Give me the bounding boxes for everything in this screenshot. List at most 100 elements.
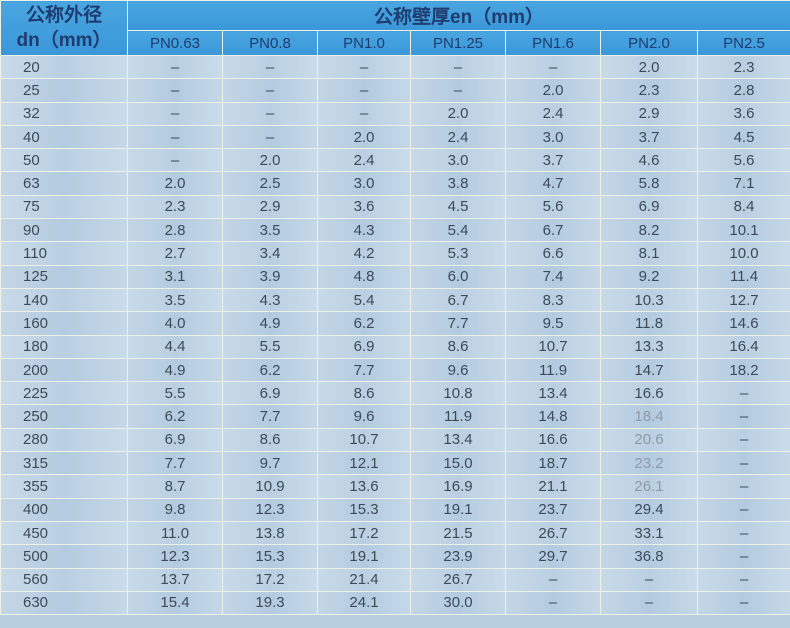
thickness-cell: 4.3 xyxy=(317,218,411,243)
pressure-class-header: PN2.0 xyxy=(600,30,698,56)
thickness-cell: 6.7 xyxy=(505,218,601,243)
thickness-cell: – xyxy=(127,54,223,80)
thickness-cell: 21.4 xyxy=(317,567,411,592)
thickness-cell: – xyxy=(317,54,411,80)
thickness-cell: – xyxy=(505,567,601,592)
thickness-cell: 8.6 xyxy=(317,381,411,406)
diameter-cell: 450 xyxy=(0,520,128,546)
thickness-cell: 2.8 xyxy=(127,218,223,243)
thickness-cell: 33.1 xyxy=(600,520,698,546)
thickness-cell: 3.0 xyxy=(317,171,411,196)
thickness-cell: 12.3 xyxy=(127,544,223,569)
thickness-cell: 4.7 xyxy=(505,171,601,196)
thickness-cell: 6.2 xyxy=(317,311,411,336)
thickness-cell: 2.0 xyxy=(600,54,698,80)
thickness-cell: 8.3 xyxy=(505,287,601,313)
table-row: 400 9.8 12.3 15.3 19.1 23.7 29.4– xyxy=(0,497,790,522)
thickness-cell: 3.5 xyxy=(127,287,223,313)
thickness-cell: 2.0 xyxy=(222,148,318,173)
table-row: 90 2.8 3.5 4.3 5.4 6.7 8.2 10.1 xyxy=(0,218,790,243)
diameter-header-line2: dn（mm） xyxy=(16,30,112,51)
pressure-class-header: PN1.0 xyxy=(317,30,411,56)
thickness-cell: – xyxy=(696,497,790,522)
thickness-cell: – xyxy=(600,590,698,616)
table-row: 125 3.1 3.9 4.8 6.0 7.4 9.2 11.4 xyxy=(0,264,790,289)
diameter-cell: 630 xyxy=(0,590,128,616)
table-row: 560 13.7 17.2 21.4 26.7– – – xyxy=(0,567,790,592)
thickness-cell: 6.9 xyxy=(127,427,223,453)
diameter-header-line1: 公称外径 xyxy=(25,5,102,26)
thickness-cell: 7.7 xyxy=(410,311,506,336)
thickness-cell: 2.3 xyxy=(127,194,223,220)
thickness-cell: 3.7 xyxy=(505,148,601,173)
thickness-cell: – xyxy=(696,451,790,476)
thickness-cell: 36.8 xyxy=(600,544,698,569)
thickness-cell: – xyxy=(222,124,318,150)
thickness-cell: 30.0 xyxy=(410,590,506,616)
thickness-cell: – xyxy=(410,78,506,103)
thickness-cell: 5.5 xyxy=(222,334,318,359)
diameter-cell: 400 xyxy=(0,497,128,522)
diameter-cell: 140 xyxy=(0,287,128,313)
thickness-cell: 7.1 xyxy=(696,171,790,196)
thickness-cell: 11.9 xyxy=(410,404,506,429)
thickness-cell: 5.6 xyxy=(505,194,601,220)
diameter-cell: 560 xyxy=(0,567,128,592)
thickness-cell: 26.7 xyxy=(410,567,506,592)
thickness-cell: 26.7 xyxy=(505,520,601,546)
diameter-cell: 355 xyxy=(0,474,128,499)
thickness-cell: – xyxy=(696,544,790,569)
diameter-cell: 32 xyxy=(0,101,128,126)
diameter-cell: 63 xyxy=(0,171,128,196)
thickness-cell: – xyxy=(505,590,601,616)
thickness-cell: 10.7 xyxy=(505,334,601,359)
thickness-cell: 5.4 xyxy=(317,287,411,313)
table-row: 160 4.0 4.9 6.2 7.7 9.5 11.8 14.6 xyxy=(0,311,790,336)
diameter-cell: 200 xyxy=(0,357,128,383)
thickness-cell: 3.8 xyxy=(410,171,506,196)
thickness-cell: 16.9 xyxy=(410,474,506,499)
thickness-cell: 29.7 xyxy=(505,544,601,569)
thickness-cell: 21.1 xyxy=(505,474,601,499)
diameter-cell: 280 xyxy=(0,427,128,453)
thickness-cell: 14.8 xyxy=(505,404,601,429)
thickness-cell: 6.9 xyxy=(222,381,318,406)
pressure-class-header: PN0.63 xyxy=(127,30,223,56)
thickness-cell: 6.0 xyxy=(410,264,506,289)
thickness-cell: 6.7 xyxy=(410,287,506,313)
thickness-cell: 6.2 xyxy=(222,357,318,383)
thickness-cell: 17.2 xyxy=(222,567,318,592)
diameter-cell: 160 xyxy=(0,311,128,336)
thickness-cell: 19.3 xyxy=(222,590,318,616)
thickness-cell: 13.4 xyxy=(410,427,506,453)
thickness-cell: 13.6 xyxy=(317,474,411,499)
thickness-cell: 3.9 xyxy=(222,264,318,289)
thickness-cell: 2.9 xyxy=(600,101,698,126)
table-row: 63 2.0 2.5 3.0 3.8 4.7 5.8 7.1 xyxy=(0,171,790,196)
thickness-cell: 6.9 xyxy=(600,194,698,220)
thickness-cell: 16.6 xyxy=(505,427,601,453)
thickness-cell: 11.0 xyxy=(127,520,223,546)
thickness-cell: 10.7 xyxy=(317,427,411,453)
pressure-class-header: PN2.5 xyxy=(696,30,790,56)
thickness-cell: 3.4 xyxy=(222,241,318,266)
thickness-cell: 15.0 xyxy=(410,451,506,476)
thickness-cell: 10.1 xyxy=(696,218,790,243)
table-row: 110 2.7 3.4 4.2 5.3 6.6 8.1 10.0 xyxy=(0,241,790,266)
thickness-cell: 11.9 xyxy=(505,357,601,383)
thickness-cell: 15.3 xyxy=(222,544,318,569)
thickness-cell: – xyxy=(696,567,790,592)
table-row: 225 5.5 6.9 8.6 10.8 13.4 16.6– xyxy=(0,381,790,406)
thickness-cell: 13.7 xyxy=(127,567,223,592)
table-row: 250 6.2 7.7 9.6 11.9 14.8 18.4– xyxy=(0,404,790,429)
thickness-cell: 14.6 xyxy=(696,311,790,336)
thickness-cell: – xyxy=(222,78,318,103)
thickness-cell: 23.7 xyxy=(505,497,601,522)
thickness-cell: 4.9 xyxy=(127,357,223,383)
thickness-cell: 19.1 xyxy=(317,544,411,569)
thickness-cell: 3.1 xyxy=(127,264,223,289)
thickness-cell: 4.4 xyxy=(127,334,223,359)
thickness-cell: 18.2 xyxy=(696,357,790,383)
diameter-cell: 110 xyxy=(0,241,128,266)
thickness-cell: 8.7 xyxy=(127,474,223,499)
